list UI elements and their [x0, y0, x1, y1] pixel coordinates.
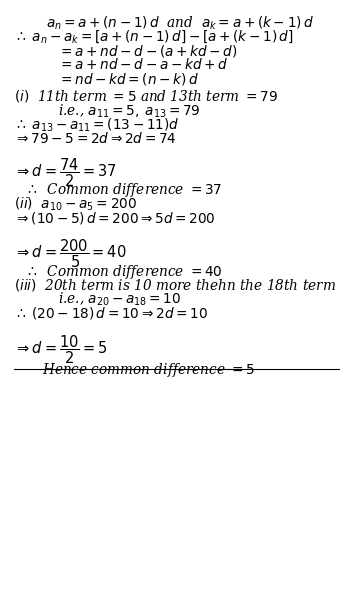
Text: $(iii)$  20th term is 10 more thehn the 18th term: $(iii)$ 20th term is 10 more thehn the 1…: [14, 277, 336, 293]
Text: i.e., $a_{20} - a_{18} = 10$: i.e., $a_{20} - a_{18} = 10$: [58, 291, 182, 308]
Text: $\Rightarrow d = \dfrac{74}{2} = 37$: $\Rightarrow d = \dfrac{74}{2} = 37$: [14, 157, 117, 189]
Text: $\Rightarrow (10 - 5)\,d = 200 \Rightarrow 5d = 200$: $\Rightarrow (10 - 5)\,d = 200 \Rightarr…: [14, 210, 216, 226]
Text: $\therefore\;$ Common difference $= 37$: $\therefore\;$ Common difference $= 37$: [25, 181, 222, 199]
Text: Hence common difference $= 5$: Hence common difference $= 5$: [42, 361, 255, 378]
Text: $\therefore\; (20 - 18)\,d = 10 \Rightarrow 2d = 10$: $\therefore\; (20 - 18)\,d = 10 \Rightar…: [14, 305, 208, 321]
Text: $= nd - kd = (n - k)\,d$: $= nd - kd = (n - k)\,d$: [58, 71, 199, 87]
Text: $(i)$  11th term $= 5$ and 13th term $= 79$: $(i)$ 11th term $= 5$ and 13th term $= 7…: [14, 88, 279, 104]
Text: $\Rightarrow d = \dfrac{200}{\;5} = 40$: $\Rightarrow d = \dfrac{200}{\;5} = 40$: [14, 238, 127, 270]
Text: $\Rightarrow d = \dfrac{10}{2} = 5$: $\Rightarrow d = \dfrac{10}{2} = 5$: [14, 334, 108, 366]
Text: $= a + nd - d - a - kd + d$: $= a + nd - d - a - kd + d$: [58, 57, 228, 72]
Text: $\therefore\;$ Common difference $= 40$: $\therefore\;$ Common difference $= 40$: [25, 263, 222, 280]
Text: $\therefore\; a_{13} - a_{11} = (13 - 11)d$: $\therefore\; a_{13} - a_{11} = (13 - 11…: [14, 116, 180, 134]
Text: $a_n = a + (n-1)\,d$  and  $a_k = a + (k-1)\,d$: $a_n = a + (n-1)\,d$ and $a_k = a + (k-1…: [46, 14, 314, 31]
Text: $(ii)$  $a_{10} - a_5 = 200$: $(ii)$ $a_{10} - a_5 = 200$: [14, 195, 137, 213]
Text: i.e., $a_{11} = 5,\; a_{13} = 79$: i.e., $a_{11} = 5,\; a_{13} = 79$: [58, 102, 201, 119]
Text: $= a + nd - d - (a + kd - d)$: $= a + nd - d - (a + kd - d)$: [58, 43, 238, 59]
Text: $\therefore\; a_n - a_k = [a + (n-1)\,d] - [a + (k-1)\,d]$: $\therefore\; a_n - a_k = [a + (n-1)\,d]…: [14, 29, 294, 45]
Text: $\Rightarrow 79 - 5 = 2d \Rightarrow 2d = 74$: $\Rightarrow 79 - 5 = 2d \Rightarrow 2d …: [14, 131, 177, 146]
